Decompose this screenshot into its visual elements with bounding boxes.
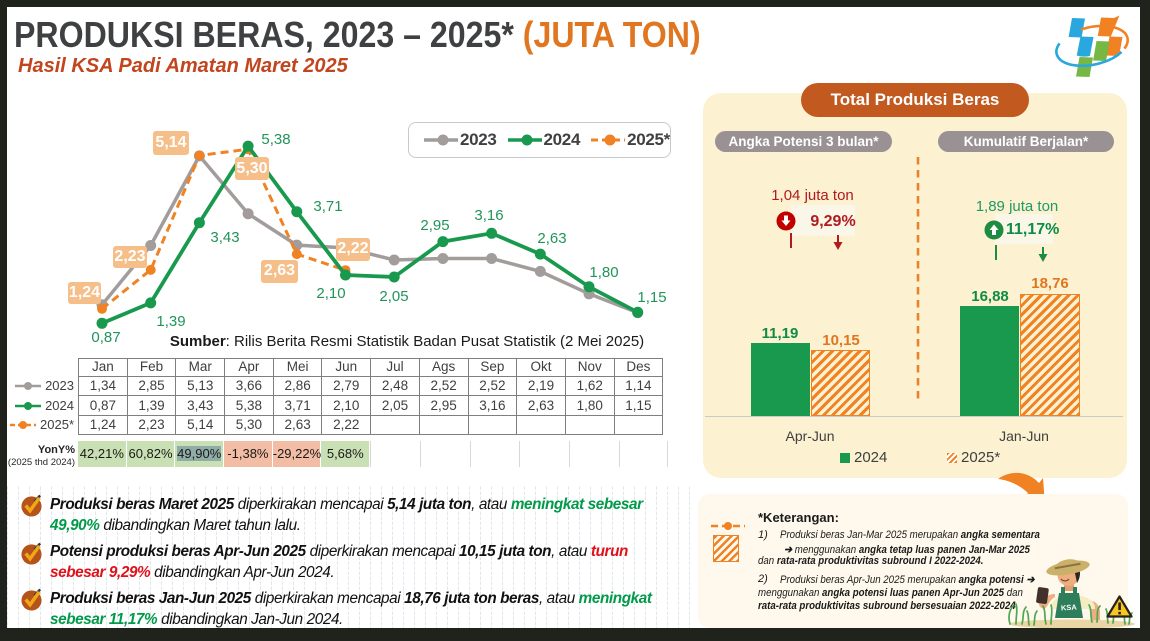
svg-text:KSA: KSA: [1061, 602, 1078, 612]
